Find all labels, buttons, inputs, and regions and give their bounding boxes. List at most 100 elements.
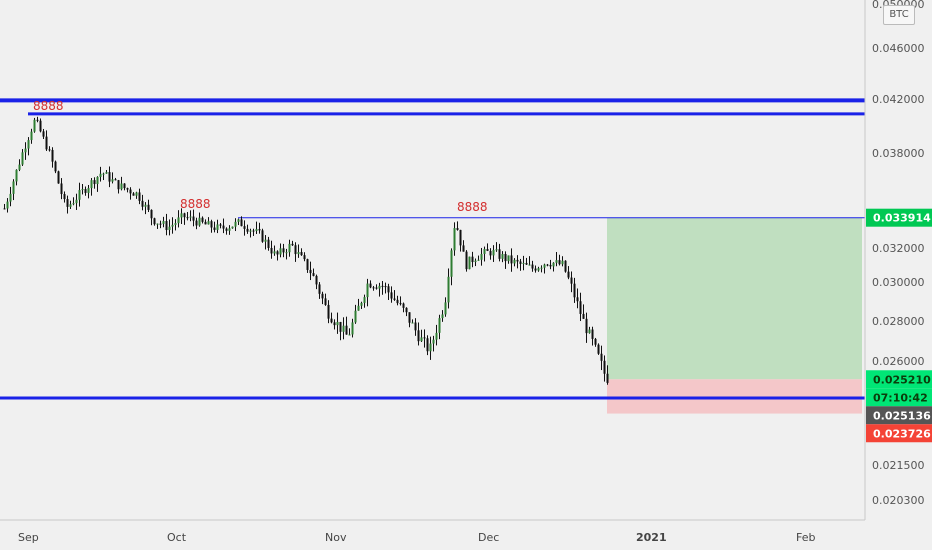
candle[interactable]	[231, 226, 234, 229]
candle[interactable]	[9, 193, 12, 202]
candle[interactable]	[444, 302, 447, 315]
candle[interactable]	[369, 283, 372, 288]
candle[interactable]	[342, 325, 345, 332]
candle[interactable]	[267, 239, 270, 248]
candle[interactable]	[201, 217, 204, 222]
candle[interactable]	[264, 239, 267, 242]
candle[interactable]	[117, 180, 120, 190]
candle[interactable]	[375, 287, 378, 289]
candle[interactable]	[45, 136, 48, 150]
candle[interactable]	[243, 226, 246, 229]
candle[interactable]	[3, 208, 6, 210]
candle[interactable]	[387, 286, 390, 293]
take-profit-zone[interactable]	[607, 217, 862, 380]
candle[interactable]	[582, 313, 585, 319]
candle[interactable]	[93, 180, 96, 185]
candle[interactable]	[300, 252, 303, 256]
candle[interactable]	[540, 267, 543, 269]
candle[interactable]	[426, 338, 429, 352]
candle[interactable]	[129, 189, 132, 194]
candle[interactable]	[354, 310, 357, 323]
candle[interactable]	[36, 119, 39, 121]
candle[interactable]	[405, 307, 408, 313]
candle[interactable]	[195, 220, 198, 226]
candle[interactable]	[270, 247, 273, 254]
candle[interactable]	[288, 243, 291, 253]
candle[interactable]	[477, 259, 480, 261]
candle[interactable]	[567, 271, 570, 278]
candle[interactable]	[438, 318, 441, 333]
candle[interactable]	[252, 230, 255, 232]
candle[interactable]	[237, 219, 240, 222]
candle[interactable]	[549, 264, 552, 267]
candle[interactable]	[576, 297, 579, 302]
candle[interactable]	[192, 216, 195, 221]
candle[interactable]	[207, 221, 210, 225]
candle[interactable]	[150, 209, 153, 219]
candle[interactable]	[561, 260, 564, 265]
candle[interactable]	[96, 176, 99, 185]
candle[interactable]	[156, 223, 159, 225]
stop-loss-zone[interactable]	[607, 379, 862, 414]
candle[interactable]	[489, 250, 492, 256]
candle[interactable]	[429, 343, 432, 352]
candle[interactable]	[261, 230, 264, 242]
candle[interactable]	[51, 149, 54, 162]
candle[interactable]	[522, 262, 525, 264]
candle[interactable]	[120, 183, 123, 190]
candle[interactable]	[87, 188, 90, 193]
candle[interactable]	[228, 228, 231, 231]
candle[interactable]	[381, 285, 384, 287]
candle[interactable]	[186, 217, 189, 219]
candle[interactable]	[183, 213, 186, 218]
candle[interactable]	[435, 332, 438, 340]
candle[interactable]	[366, 283, 369, 298]
candle[interactable]	[75, 199, 78, 204]
candle[interactable]	[246, 228, 249, 232]
candle[interactable]	[132, 193, 135, 196]
candle[interactable]	[222, 225, 225, 229]
candle[interactable]	[279, 248, 282, 255]
candle[interactable]	[534, 268, 537, 271]
candle[interactable]	[321, 293, 324, 299]
candle[interactable]	[324, 298, 327, 305]
candle[interactable]	[507, 255, 510, 262]
candle[interactable]	[24, 148, 27, 153]
candle[interactable]	[573, 283, 576, 298]
candle[interactable]	[39, 120, 42, 132]
candle[interactable]	[483, 249, 486, 254]
candle[interactable]	[255, 229, 258, 231]
candle[interactable]	[294, 245, 297, 255]
candle[interactable]	[114, 179, 117, 181]
candle[interactable]	[27, 140, 30, 149]
candle[interactable]	[336, 321, 339, 326]
candle[interactable]	[138, 192, 141, 201]
candle[interactable]	[501, 254, 504, 259]
candle[interactable]	[423, 337, 426, 339]
candle[interactable]	[471, 256, 474, 263]
candle[interactable]	[21, 152, 24, 165]
candle[interactable]	[525, 262, 528, 265]
candle[interactable]	[111, 179, 114, 182]
candle[interactable]	[408, 312, 411, 323]
candle[interactable]	[162, 221, 165, 224]
candle[interactable]	[345, 325, 348, 335]
candle[interactable]	[420, 337, 423, 342]
candle[interactable]	[81, 189, 84, 191]
candle[interactable]	[198, 217, 201, 226]
candle[interactable]	[315, 275, 318, 285]
candle[interactable]	[495, 249, 498, 251]
candle[interactable]	[249, 230, 252, 232]
candle[interactable]	[180, 213, 183, 218]
candle[interactable]	[234, 221, 237, 227]
candle[interactable]	[144, 204, 147, 207]
candle[interactable]	[204, 221, 207, 225]
candle[interactable]	[153, 218, 156, 225]
candle[interactable]	[348, 334, 351, 336]
candle[interactable]	[72, 203, 75, 205]
candle[interactable]	[528, 264, 531, 266]
candle[interactable]	[555, 260, 558, 263]
candle[interactable]	[126, 188, 129, 190]
candle[interactable]	[402, 303, 405, 308]
candle[interactable]	[147, 204, 150, 210]
